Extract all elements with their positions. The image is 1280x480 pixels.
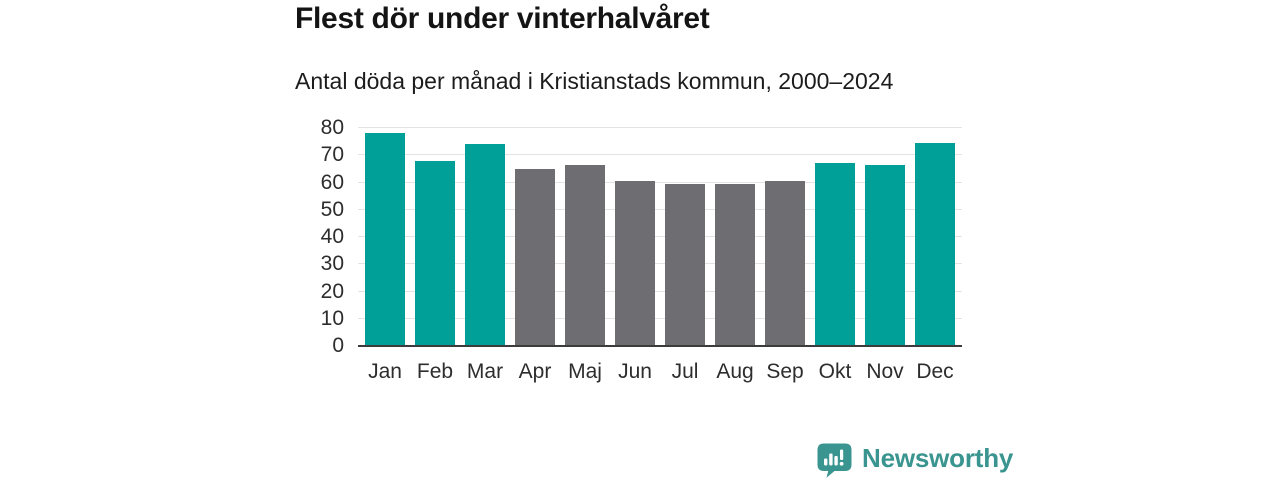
y-axis-tick-40: 40	[320, 225, 344, 248]
newsworthy-logo-icon	[817, 443, 852, 478]
y-axis-tick-80: 80	[320, 116, 344, 139]
bar-maj	[565, 164, 605, 346]
y-axis-tick-20: 20	[320, 279, 344, 303]
gridline-40	[358, 236, 962, 237]
bar-jul	[665, 183, 705, 346]
bar-feb	[415, 160, 455, 346]
brand-logo: Newsworthy	[817, 443, 1013, 478]
x-axis-tick-jul: Jul	[671, 360, 699, 383]
bar-nov	[865, 164, 905, 346]
bar-apr	[515, 168, 555, 346]
x-axis-tick-dec: Dec	[916, 360, 954, 383]
bar-dec	[915, 143, 955, 346]
y-axis-tick-10: 10	[320, 306, 344, 330]
x-axis-tick-jun: Jun	[618, 360, 652, 383]
x-axis-line	[358, 345, 962, 347]
y-axis-tick-0: 0	[332, 334, 344, 357]
x-axis-tick-feb: Feb	[416, 360, 454, 383]
gridline-30	[358, 263, 962, 265]
bar-sep	[765, 181, 805, 346]
bar-jan	[365, 133, 405, 346]
y-axis-tick-60: 60	[320, 170, 344, 194]
x-axis-tick-aug: Aug	[716, 360, 754, 383]
brand-name: Newsworthy	[862, 443, 1014, 473]
y-axis-tick-70: 70	[320, 143, 344, 167]
gridline-60	[358, 181, 962, 183]
x-axis-tick-jan: Jan	[368, 360, 402, 383]
bar-mar	[465, 144, 505, 346]
chart-subtitle: Antal döda per månad i Kristianstads kom…	[295, 68, 894, 94]
bar-okt	[815, 163, 855, 346]
x-axis-tick-nov: Nov	[866, 360, 904, 383]
bar-aug	[715, 183, 755, 346]
plot-area: 0 10 20 30 40 50 60 70 80 Jan Feb Mar Apr Maj Jun Jul Au…	[321, 116, 962, 383]
gridline-80	[358, 127, 962, 128]
gridline-20	[358, 290, 962, 292]
chart-title: Flest dör under vinterhalvåret	[295, 2, 710, 35]
bar-jun	[615, 181, 655, 346]
gridline-10	[358, 317, 962, 319]
y-axis-tick-50: 50	[320, 197, 344, 221]
x-axis-tick-mar: Mar	[466, 360, 504, 383]
gridline-50	[358, 208, 962, 210]
x-axis-tick-apr: Apr	[518, 360, 552, 383]
x-axis-tick-maj: Maj	[568, 360, 602, 383]
x-axis-tick-okt: Okt	[818, 360, 852, 383]
gridline-70	[358, 154, 962, 156]
x-axis-tick-sep: Sep	[766, 360, 804, 383]
y-axis-tick-30: 30	[320, 252, 344, 276]
